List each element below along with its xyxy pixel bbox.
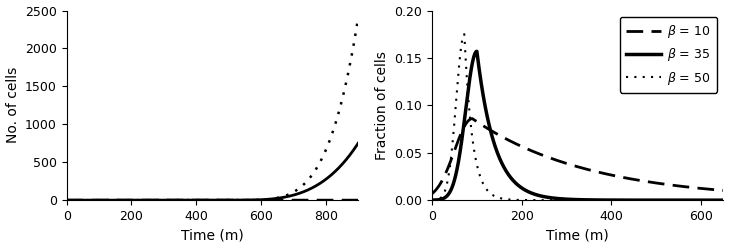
Y-axis label: Fraction of cells: Fraction of cells [375,51,389,160]
X-axis label: Time (m): Time (m) [181,228,243,243]
Y-axis label: No. of cells: No. of cells [6,67,20,144]
Legend: $\beta$ = 10, $\beta$ = 35, $\beta$ = 50: $\beta$ = 10, $\beta$ = 35, $\beta$ = 50 [620,17,717,93]
X-axis label: Time (m): Time (m) [546,228,609,243]
